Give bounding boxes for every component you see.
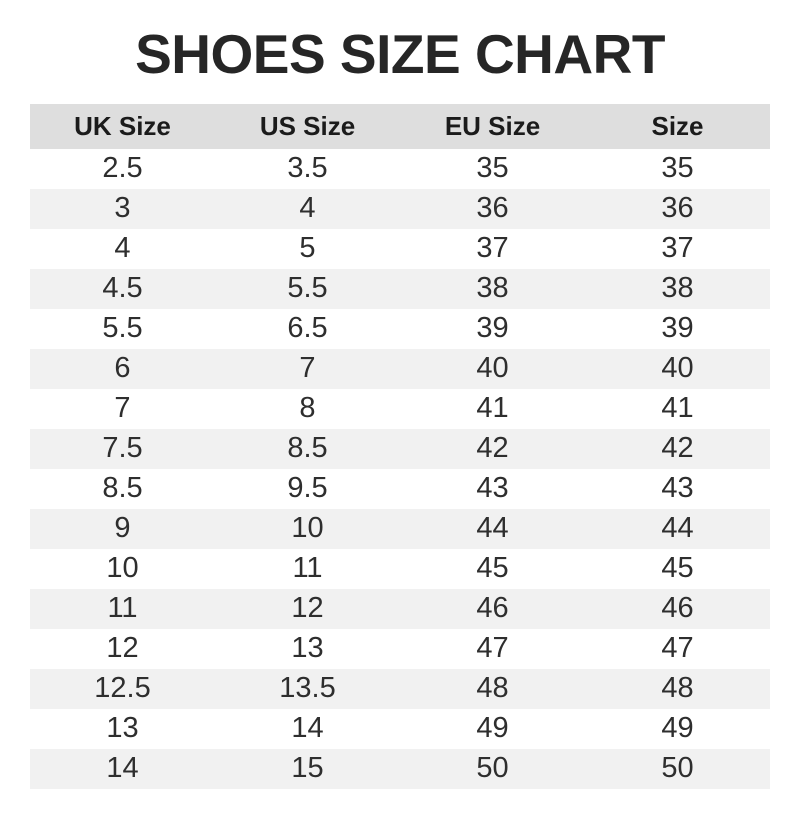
size-cell: 41 [476,392,509,424]
size-cell: 37 [661,232,694,264]
table-row: 14 15 50 50 [30,748,770,789]
size-cell: 3.5 [287,152,328,184]
size-cell: 43 [661,472,694,504]
size-cell: 4 [114,232,131,264]
size-cell: 44 [400,508,585,549]
header-row: UK Size US Size EU Size Size [30,103,770,149]
size-cell: 5 [299,232,316,264]
size-cell: 8.5 [102,472,143,504]
size-cell: 42 [400,428,585,469]
table-row: 12 13 47 47 [30,629,770,669]
size-cell: 50 [585,748,770,789]
size-cell: 13.5 [215,668,400,709]
size-cell: 4 [215,188,400,229]
size-cell: 11 [292,552,323,584]
table-row: 12.5 13.5 48 48 [30,668,770,709]
size-cell: 11 [30,588,215,629]
size-cell: 5.5 [215,268,400,309]
size-cell: 44 [585,508,770,549]
table-row: 4 5 37 37 [30,229,770,269]
size-cell: 43 [476,472,509,504]
size-cell: 9 [30,508,215,549]
size-cell: 48 [585,668,770,709]
size-cell: 40 [585,348,770,389]
table-row: 7 8 41 41 [30,389,770,429]
size-cell: 35 [476,152,509,184]
size-cell: 4.5 [30,268,215,309]
size-cell: 39 [661,312,694,344]
size-cell: 36 [400,188,585,229]
size-cell: 7 [215,348,400,389]
table-row: 5.5 6.5 39 39 [30,309,770,349]
table-row: 8.5 9.5 43 43 [30,469,770,509]
size-cell: 6 [30,348,215,389]
size-cell: 5.5 [102,312,143,344]
size-cell: 3 [30,188,215,229]
size-cell: 38 [585,268,770,309]
table-row: 3 4 36 36 [30,188,770,229]
size-cell: 36 [585,188,770,229]
size-cell: 14 [30,748,215,789]
size-cell: 9.5 [287,472,328,504]
size-cell: 13 [291,632,324,664]
size-cell: 7.5 [30,428,215,469]
size-cell: 2.5 [102,152,143,184]
size-cell: 39 [476,312,509,344]
table-header: UK Size US Size EU Size Size [30,103,770,149]
size-cell: 48 [400,668,585,709]
column-header-eu-size: EU Size [400,103,585,149]
size-cell: 10 [106,552,139,584]
size-cell: 7 [114,392,131,424]
size-cell: 8.5 [215,428,400,469]
table-row: 6 7 40 40 [30,348,770,389]
column-header-us-size: US Size [215,103,400,149]
size-cell: 8 [299,392,316,424]
size-cell: 15 [215,748,400,789]
shoe-size-table: UK Size US Size EU Size Size 2.5 3.5 35 35 3… [30,103,770,789]
page-title: SHOES SIZE CHART [135,23,665,85]
table-row: 11 12 46 46 [30,588,770,629]
size-cell: 12 [215,588,400,629]
size-cell: 45 [661,552,694,584]
table-row: 9 10 44 44 [30,508,770,549]
size-cell: 41 [661,392,694,424]
table-row: 2.5 3.5 35 35 [30,149,770,189]
size-cell: 37 [476,232,509,264]
table-row: 13 14 49 49 [30,709,770,749]
table-row: 10 11 45 45 [30,549,770,589]
size-cell: 46 [585,588,770,629]
size-cell: 46 [400,588,585,629]
size-cell: 35 [661,152,694,184]
size-cell: 12.5 [30,668,215,709]
size-cell: 14 [291,712,324,744]
size-cell: 50 [400,748,585,789]
size-cell: 12 [106,632,139,664]
size-cell: 6.5 [287,312,328,344]
column-header-size: Size [585,103,770,149]
size-cell: 13 [106,712,139,744]
size-cell: 10 [215,508,400,549]
size-cell: 49 [661,712,694,744]
size-cell: 45 [476,552,509,584]
size-cell: 49 [476,712,509,744]
size-table-body: 2.5 3.5 35 35 3 4 36 36 4 5 37 37 4.5 5.5 38 38 5.5 6.5 39… [30,149,770,789]
size-cell: 47 [661,632,694,664]
column-header-uk-size: UK Size [30,103,215,149]
size-cell: 40 [400,348,585,389]
size-cell: 42 [585,428,770,469]
size-cell: 38 [400,268,585,309]
table-row: 7.5 8.5 42 42 [30,428,770,469]
size-cell: 47 [476,632,509,664]
table-row: 4.5 5.5 38 38 [30,268,770,309]
